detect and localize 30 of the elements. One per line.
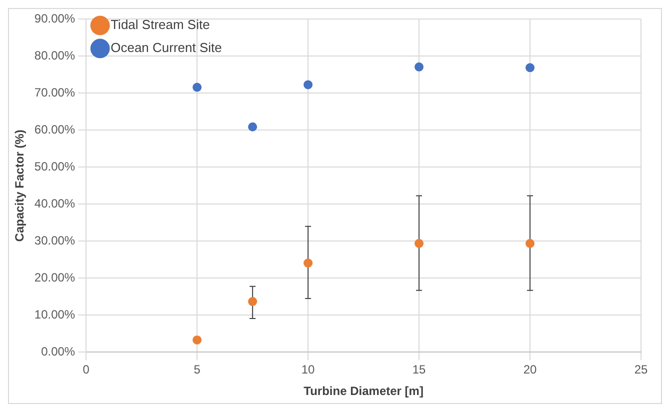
x-tick-label: 5	[194, 362, 201, 377]
point	[414, 238, 424, 248]
y-tick-label: 60.00%	[34, 122, 76, 137]
y-tick-label: 70.00%	[34, 86, 76, 100]
point	[192, 82, 202, 92]
x-tick-label: 0	[82, 362, 90, 377]
x-tick-label: 25	[634, 362, 648, 377]
y-tick-label: 50.00%	[34, 160, 76, 174]
point	[526, 63, 535, 72]
point	[248, 122, 258, 132]
x-tick-label: 15	[412, 362, 426, 377]
y-tick-label: 0.00%	[41, 344, 76, 359]
legend-label: Tidal Stream Site	[110, 17, 210, 32]
y-axis-title: Capacity Factor (%)	[12, 130, 27, 242]
y-tick-label: 90.00%	[34, 12, 76, 26]
point	[414, 62, 424, 72]
y-tick-label: 40.00%	[34, 196, 76, 211]
point	[526, 238, 535, 248]
legend-label: Ocean Current Site	[110, 40, 222, 56]
x-axis-title: Turbine Diameter [m]	[304, 384, 424, 398]
y-tick-label: 10.00%	[34, 308, 76, 322]
y-tick-label: 80.00%	[34, 48, 76, 63]
point	[248, 297, 258, 306]
point	[304, 80, 313, 90]
y-tick-label: 20.00%	[34, 270, 76, 285]
point	[192, 335, 202, 344]
y-tick-label: 30.00%	[34, 234, 76, 248]
point	[304, 258, 313, 268]
x-tick-label: 10	[301, 362, 316, 377]
x-tick-label: 20	[523, 362, 538, 377]
